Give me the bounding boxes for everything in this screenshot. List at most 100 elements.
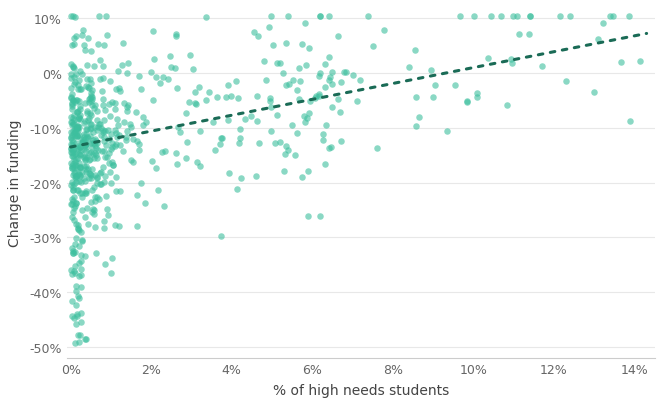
Point: [72, 134, 83, 140]
Point: [94, 196, 105, 203]
Point: [107, 162, 118, 169]
Point: [265, 104, 276, 111]
Point: [66, 106, 77, 113]
Point: [87, 210, 97, 216]
Point: [86, 98, 96, 104]
Point: [461, 98, 472, 104]
Point: [136, 87, 147, 94]
Point: [109, 144, 120, 150]
Point: [76, 266, 87, 273]
Point: [149, 57, 159, 64]
Point: [428, 94, 438, 100]
Point: [496, 13, 507, 20]
Point: [141, 120, 151, 126]
Point: [137, 114, 148, 121]
Point: [110, 107, 121, 113]
Point: [80, 154, 91, 161]
Point: [266, 128, 276, 135]
Point: [162, 77, 173, 83]
Point: [74, 273, 85, 280]
Point: [211, 94, 222, 100]
Point: [76, 86, 86, 93]
Point: [300, 20, 310, 27]
Point: [80, 100, 90, 107]
Point: [148, 29, 158, 36]
Point: [68, 98, 78, 104]
Point: [333, 33, 343, 40]
Point: [314, 94, 324, 100]
Point: [99, 129, 110, 135]
Point: [99, 107, 110, 114]
Point: [68, 185, 78, 191]
Point: [72, 132, 82, 139]
Point: [293, 97, 304, 103]
Point: [70, 97, 81, 104]
Point: [91, 145, 101, 152]
Point: [67, 104, 78, 110]
Point: [89, 105, 99, 112]
Point: [97, 164, 108, 171]
Point: [506, 57, 516, 63]
Point: [122, 105, 133, 111]
Point: [111, 86, 122, 93]
Point: [82, 126, 92, 133]
Point: [90, 125, 100, 131]
Point: [66, 122, 77, 129]
Point: [66, 313, 77, 320]
Point: [98, 219, 109, 225]
Point: [86, 149, 97, 156]
Point: [81, 170, 91, 176]
Point: [74, 107, 85, 113]
Point: [78, 131, 89, 138]
Point: [131, 193, 142, 199]
Point: [78, 138, 89, 144]
Point: [315, 70, 326, 77]
Point: [252, 118, 263, 124]
Point: [84, 157, 95, 164]
Point: [597, 21, 608, 28]
Point: [91, 175, 102, 181]
Point: [107, 144, 117, 150]
Point: [73, 109, 84, 115]
Point: [90, 194, 100, 201]
Point: [165, 54, 176, 60]
Point: [122, 129, 133, 135]
Point: [152, 188, 163, 194]
Point: [103, 212, 113, 218]
Point: [113, 123, 124, 129]
Point: [88, 207, 98, 213]
Point: [324, 77, 335, 84]
Point: [97, 127, 108, 134]
Point: [82, 85, 93, 91]
Point: [280, 151, 290, 158]
Point: [190, 90, 200, 96]
Point: [66, 102, 77, 108]
Point: [100, 194, 111, 200]
Point: [133, 148, 144, 154]
Point: [305, 98, 316, 105]
Point: [80, 178, 91, 185]
Point: [76, 311, 86, 317]
Point: [72, 127, 83, 134]
Point: [82, 76, 92, 83]
Point: [76, 273, 86, 279]
Point: [78, 27, 88, 34]
Point: [75, 152, 86, 158]
Point: [85, 140, 95, 147]
Point: [324, 145, 334, 151]
Point: [127, 136, 138, 143]
Point: [67, 298, 78, 304]
Point: [194, 163, 205, 170]
Point: [426, 68, 436, 74]
Point: [157, 74, 168, 81]
Point: [232, 95, 243, 102]
Point: [341, 69, 351, 76]
Point: [68, 250, 78, 256]
Point: [85, 171, 95, 178]
Point: [113, 85, 124, 92]
Point: [502, 102, 512, 109]
Point: [67, 201, 78, 207]
Point: [118, 148, 129, 154]
Point: [73, 115, 84, 122]
Point: [93, 13, 104, 20]
